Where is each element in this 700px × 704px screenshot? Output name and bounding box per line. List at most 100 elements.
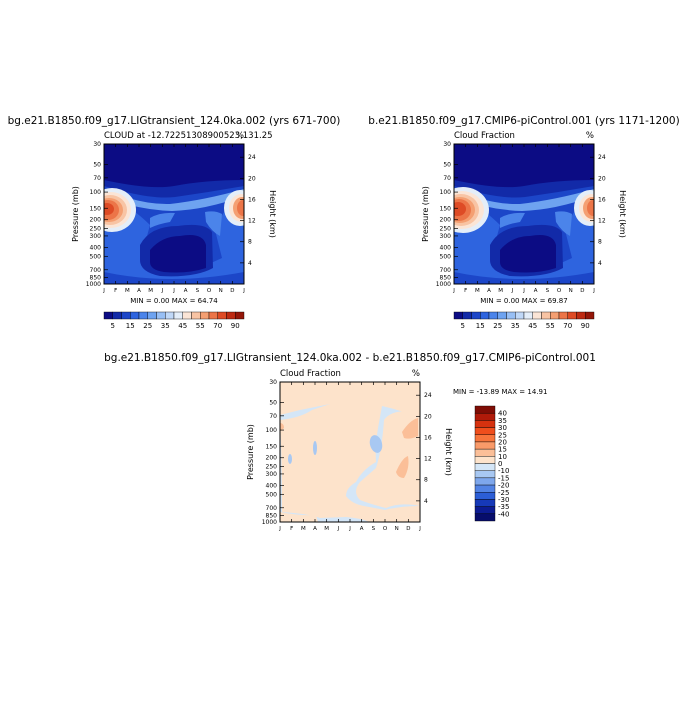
x-tick-label: D	[230, 288, 234, 294]
x-tick-label: J	[592, 288, 595, 294]
x-tick-label: O	[557, 288, 562, 294]
colorbar-swatch	[138, 311, 148, 320]
panel-2-field	[454, 144, 594, 284]
colorbar-label: 30	[498, 424, 507, 432]
x-tick-label: J	[348, 526, 351, 532]
panel-3-field	[280, 382, 420, 522]
colorbar-label: -10	[498, 467, 509, 475]
y-tick-label-right: 8	[598, 239, 602, 246]
colorbar-swatch	[532, 311, 542, 320]
colorbar-swatch	[558, 311, 568, 320]
y-tick-label: 700	[90, 267, 102, 274]
x-tick-label: M	[475, 288, 480, 294]
panel-1-ylabel: Pressure (mb)	[71, 186, 80, 242]
x-tick-label: J	[161, 288, 164, 294]
x-tick-label: S	[546, 288, 550, 294]
colorbar-label: -20	[498, 482, 509, 490]
colorbar-label: 10	[498, 453, 507, 461]
colorbar-swatch	[474, 405, 496, 414]
y-tick-label: 100	[440, 189, 452, 196]
colorbar-label: 15	[476, 322, 485, 330]
y-tick-label: 70	[443, 175, 451, 182]
y-tick-label-right: 8	[424, 477, 428, 484]
colorbar-swatch	[208, 311, 218, 320]
colorbar-label: 20	[498, 438, 507, 446]
x-tick-label: J	[172, 288, 175, 294]
y-tick-label: 850	[440, 275, 452, 282]
colorbar-label: 70	[213, 322, 222, 330]
colorbar-swatch	[121, 311, 131, 320]
colorbar-swatch	[474, 492, 496, 500]
panel-2-minmax: MIN = 0.00 MAX = 69.87	[480, 297, 567, 305]
y-tick-label: 300	[440, 233, 452, 240]
x-tick-label: A	[534, 288, 538, 294]
x-tick-label: J	[337, 526, 340, 532]
panel-1-colorbar: 5 15 25 35 45 55 70 90	[103, 311, 245, 330]
colorbar-label: -35	[498, 503, 509, 511]
x-tick-label: J	[522, 288, 525, 294]
y-tick-label: 50	[269, 399, 277, 406]
colorbar-swatch	[474, 513, 496, 522]
x-tick-label: D	[580, 288, 584, 294]
y-tick-label-right: 20	[598, 175, 606, 182]
y-tick-label-right: 12	[424, 456, 432, 463]
colorbar-swatch	[515, 311, 525, 320]
y-tick-label: 150	[440, 205, 452, 212]
y-tick-label: 200	[266, 455, 278, 462]
y-tick-label: 70	[93, 175, 101, 182]
colorbar-swatch	[474, 463, 496, 471]
colorbar-swatch	[103, 311, 113, 320]
colorbar-swatch	[550, 311, 560, 320]
x-tick-label: O	[383, 526, 388, 532]
colorbar-label: 35	[498, 417, 507, 425]
colorbar-label: -40	[498, 510, 509, 518]
y-tick-label: 50	[93, 161, 101, 168]
panel-2-ylabel-right: Height (km)	[618, 190, 627, 238]
panel-3-subtitle: Cloud Fraction	[280, 369, 341, 379]
colorbar-swatch	[474, 448, 496, 457]
colorbar-label: -30	[498, 496, 509, 504]
y-tick-label: 700	[440, 267, 452, 274]
panel-1-subtitle: CLOUD at -12.72251308900523,131.25	[104, 131, 273, 141]
colorbar-label: -25	[498, 489, 509, 497]
colorbar-label: 25	[143, 322, 152, 330]
x-tick-label: F	[114, 288, 117, 294]
y-tick-label: 300	[266, 471, 278, 478]
panel-1-title: bg.e21.B1850.f09_g17.LIGtransient_124.0k…	[8, 115, 341, 127]
y-tick-label-right: 24	[248, 154, 256, 161]
x-tick-label: A	[360, 526, 364, 532]
colorbar-swatch	[474, 412, 496, 421]
panel-1-minmax: MIN = 0.00 MAX = 64.74	[130, 297, 218, 305]
y-tick-label: 500	[440, 253, 452, 260]
y-tick-label-right: 20	[248, 175, 256, 182]
y-tick-label: 850	[266, 513, 278, 520]
colorbar-swatch	[182, 311, 192, 320]
y-tick-label-right: 16	[424, 434, 432, 441]
colorbar-swatch	[165, 311, 175, 320]
colorbar-swatch	[474, 441, 496, 450]
y-tick-label-right: 24	[598, 154, 606, 161]
colorbar-label: 70	[563, 322, 572, 330]
colorbar-swatch	[112, 311, 122, 320]
y-tick-label-right: 20	[424, 413, 432, 420]
y-tick-label: 200	[90, 217, 102, 224]
colorbar-swatch	[474, 506, 496, 515]
colorbar-label: 15	[498, 446, 507, 454]
colorbar-swatch	[585, 311, 595, 320]
panel-2-units: %	[586, 131, 594, 141]
y-tick-label: 100	[90, 189, 102, 196]
colorbar-swatch	[156, 311, 166, 320]
colorbar-label: -15	[498, 474, 509, 482]
y-tick-label-right: 4	[598, 260, 602, 267]
colorbar-label: 55	[546, 322, 555, 330]
panel-3-difference: bg.e21.B1850.f09_g17.LIGtransient_124.0k…	[104, 352, 596, 532]
x-tick-label: A	[137, 288, 141, 294]
x-tick-label: A	[184, 288, 188, 294]
colorbar-label: 25	[493, 322, 502, 330]
x-tick-label: J	[511, 288, 514, 294]
colorbar-label: 90	[231, 322, 240, 330]
colorbar-swatch	[474, 456, 496, 464]
colorbar-label: 35	[161, 322, 170, 330]
